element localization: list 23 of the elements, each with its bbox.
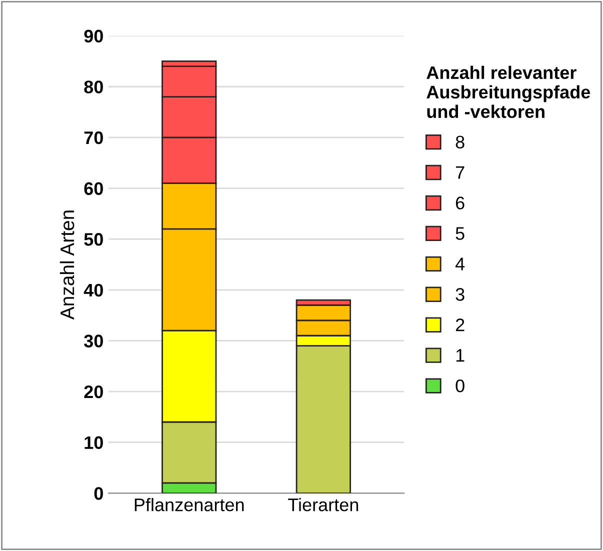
y-tick-label: 80 (84, 80, 103, 94)
legend-label: 2 (456, 318, 464, 332)
legend-label: 7 (456, 166, 464, 179)
x-tick-label: Pflanzenarten (134, 498, 244, 512)
legend-title: Anzahl relevanter Ausbreitungspfade und -vektoren (426, 66, 590, 118)
x-tick-label: Tierarten (288, 498, 358, 512)
y-axis-title: Anzahl Arten (60, 210, 74, 320)
legend-label: 4 (455, 258, 465, 270)
legend-label: 5 (456, 227, 464, 240)
legend-label: 8 (456, 136, 464, 148)
legend-label: 3 (456, 288, 464, 301)
y-tick-label: 40 (84, 284, 103, 297)
y-tick-label: 60 (84, 182, 103, 195)
y-tick-label: 90 (84, 30, 103, 43)
legend-label: 0 (456, 379, 464, 392)
y-tick-label: 70 (84, 131, 103, 144)
y-tick-label: 50 (84, 233, 103, 246)
y-tick-label: 10 (84, 436, 103, 450)
y-tick-label: 20 (84, 385, 103, 398)
y-tick-label: 0 (94, 487, 103, 500)
legend-label: 6 (456, 196, 464, 210)
y-tick-label: 30 (84, 334, 103, 348)
legend-label: 1 (456, 349, 464, 362)
